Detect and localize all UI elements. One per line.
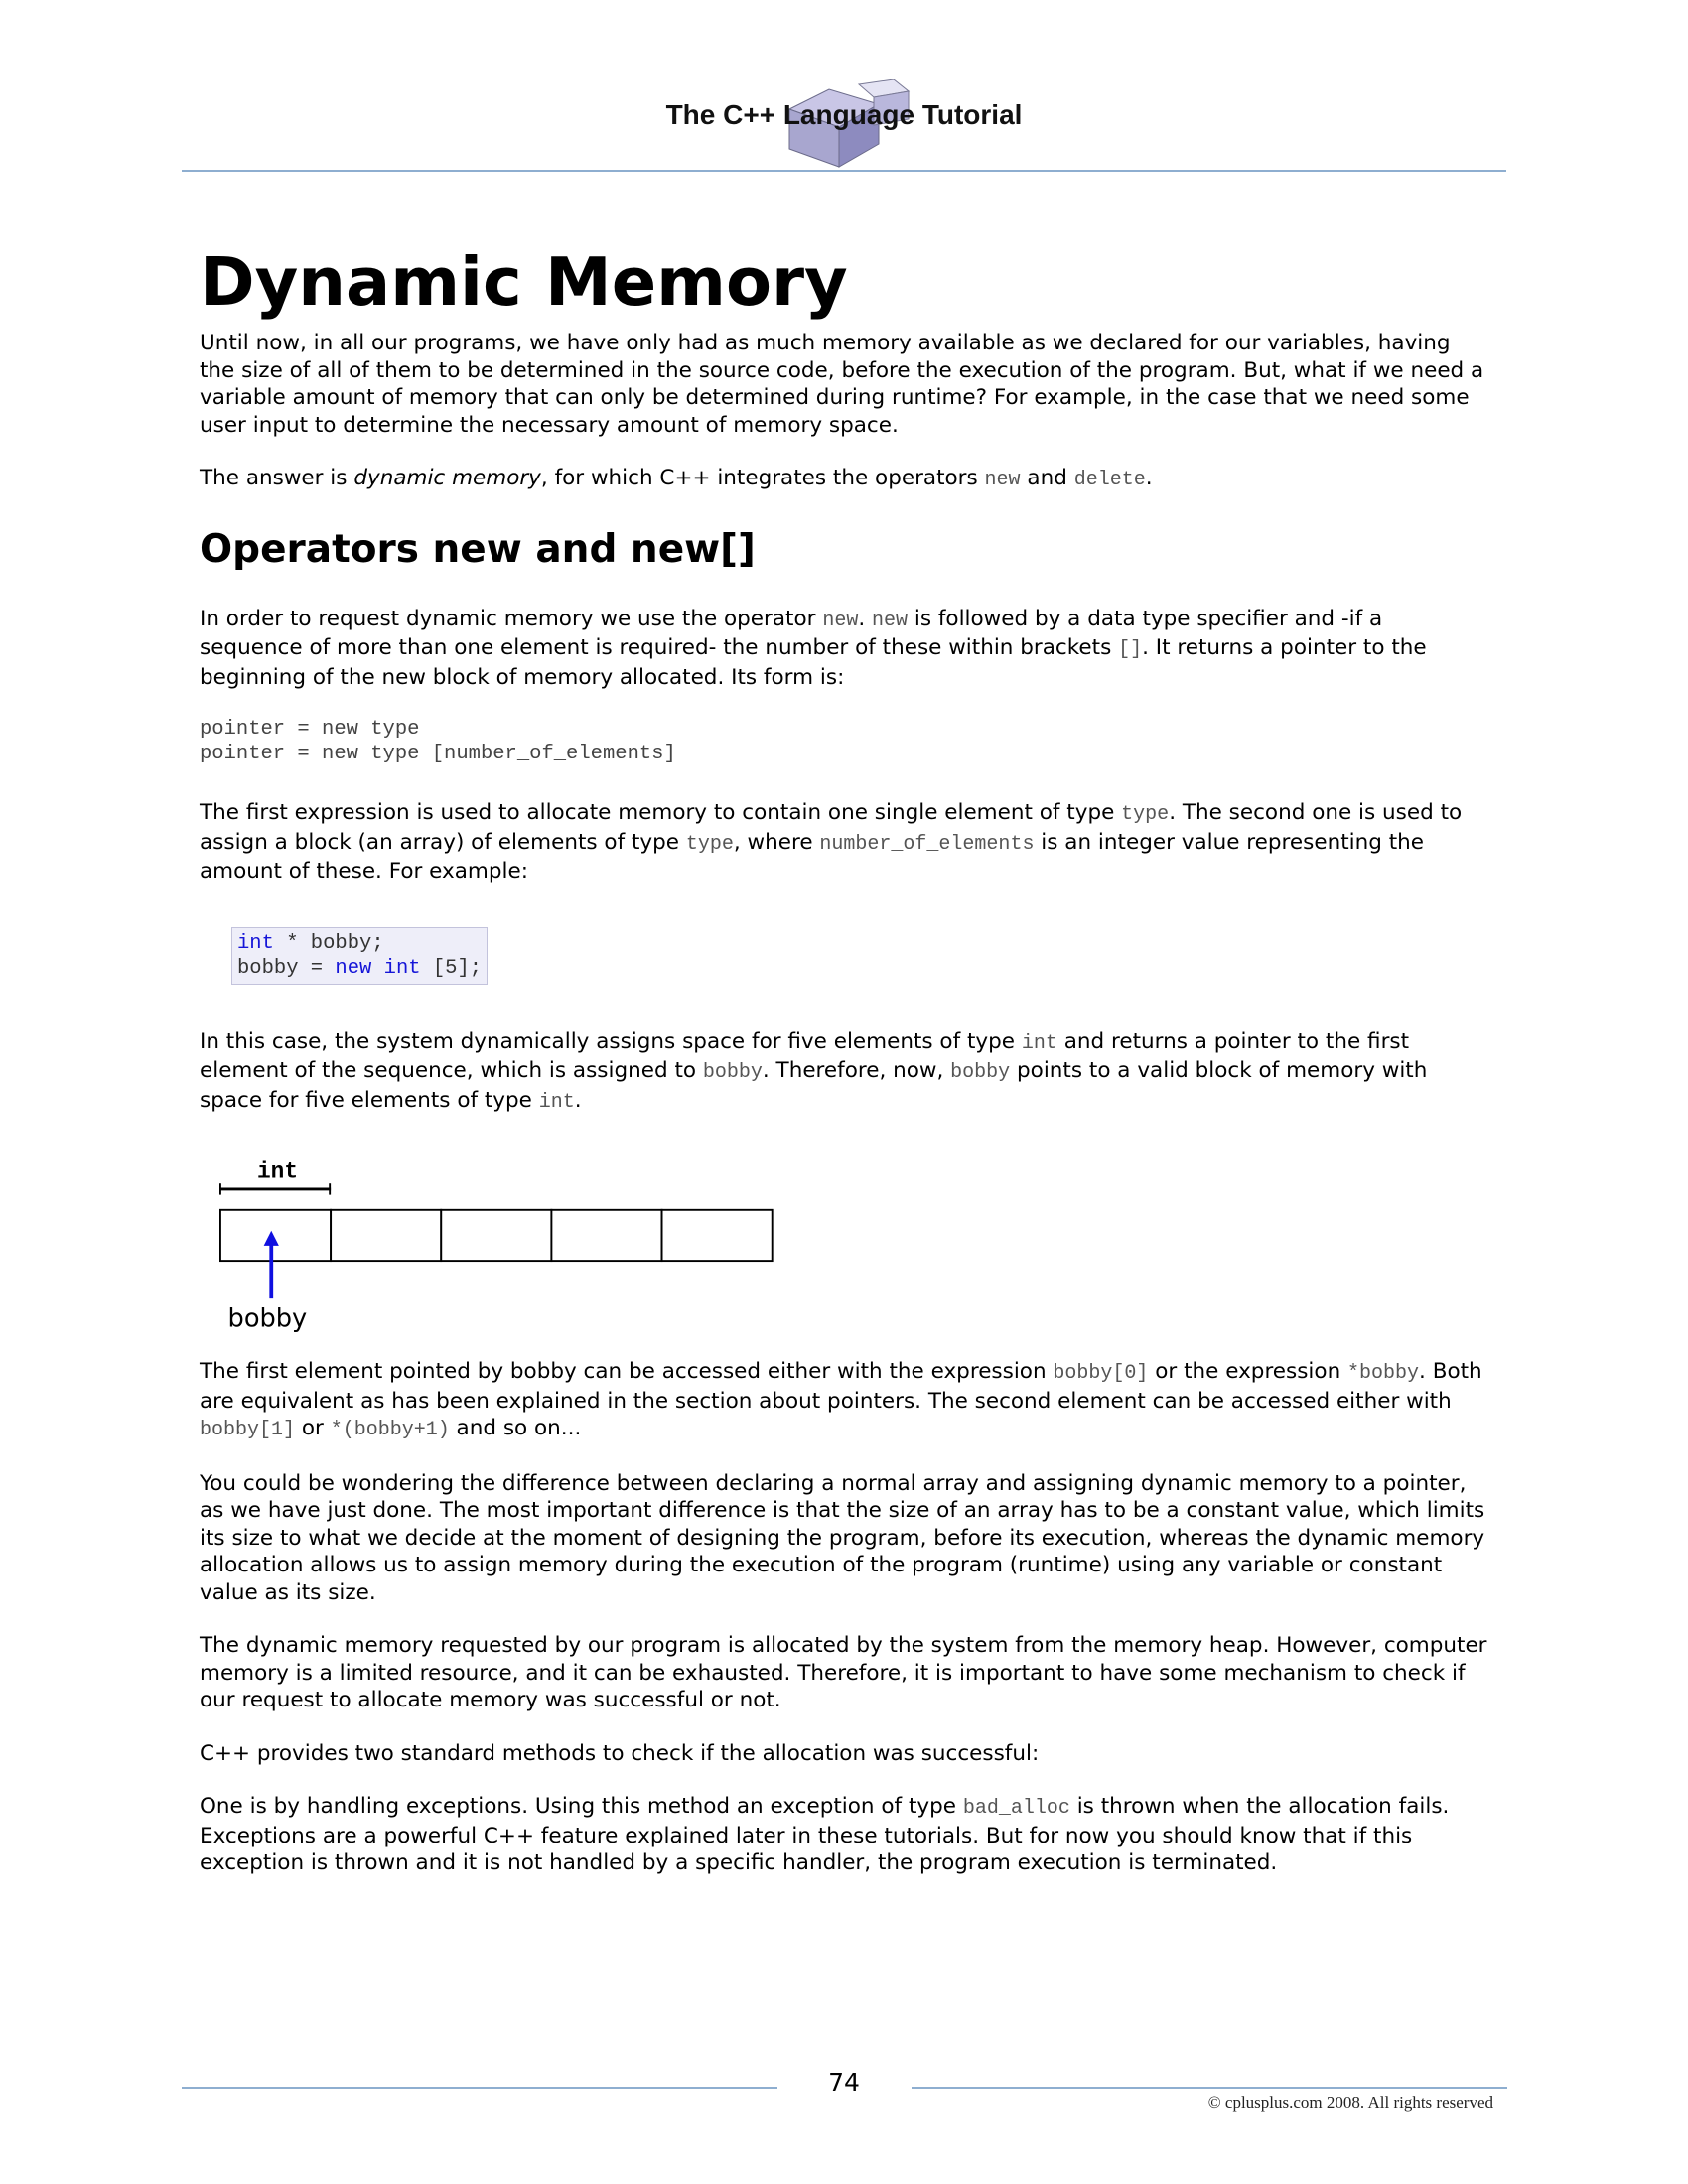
syntax-form-block: pointer = new type pointer = new type [nu… — [200, 717, 1490, 766]
code-line: int * bobby; — [237, 931, 384, 955]
section-paragraph-3: In this case, the system dynamically ass… — [200, 1028, 1428, 1114]
syntax-form-line: pointer = new type [number_of_elements] — [200, 743, 676, 765]
memory-block — [218, 1208, 774, 1263]
pointer-arrowhead — [263, 1230, 279, 1246]
memory-cell — [660, 1208, 774, 1263]
intro-answer-paragraph: The answer is dynamic memory, for which … — [200, 466, 1153, 491]
code-line: bobby = new int [5]; — [237, 956, 483, 980]
memory-cell — [550, 1208, 663, 1263]
body-paragraph-2: You could be wondering the difference be… — [200, 1470, 1485, 1605]
memory-cell — [218, 1208, 333, 1263]
footer-rule-right — [912, 2087, 1507, 2089]
page-content: Dynamic Memory Until now, in all our pro… — [200, 238, 1490, 1877]
body-paragraph-5: One is by handling exceptions. Using thi… — [200, 1794, 1450, 1875]
intro-paragraph: Until now, in all our programs, we have … — [200, 331, 1484, 438]
section-heading: Operators new and new[] — [200, 526, 756, 572]
header-rule — [182, 170, 1506, 172]
body-paragraph-4: C++ provides two standard methods to che… — [200, 1740, 1040, 1766]
cube-logo-icon — [787, 79, 911, 168]
code-example-box: int * bobby; bobby = new int [5]; — [231, 926, 489, 985]
syntax-form-line: pointer = new type — [200, 718, 420, 741]
memory-cell — [440, 1208, 553, 1263]
diagram-int-label: int — [257, 1160, 298, 1185]
copyright-notice: © cplusplus.com 2008. All rights reserve… — [1207, 2093, 1493, 2112]
page-number: 74 — [828, 2068, 860, 2097]
section-paragraph-1: In order to request dynamic memory we us… — [200, 606, 1427, 690]
diagram-pointer-label: bobby — [228, 1304, 308, 1334]
memory-cell — [330, 1208, 443, 1263]
footer-rule-left — [182, 2087, 777, 2089]
memory-diagram: int bobby — [218, 1160, 774, 1334]
section-paragraph-2: The first expression is used to allocate… — [200, 800, 1463, 884]
page-title: Dynamic Memory — [200, 243, 848, 321]
body-paragraph-1: The first element pointed by bobby can b… — [200, 1359, 1482, 1441]
body-paragraph-3: The dynamic memory requested by our prog… — [200, 1633, 1487, 1712]
header-title: The C++ Language Tutorial — [665, 99, 1023, 130]
